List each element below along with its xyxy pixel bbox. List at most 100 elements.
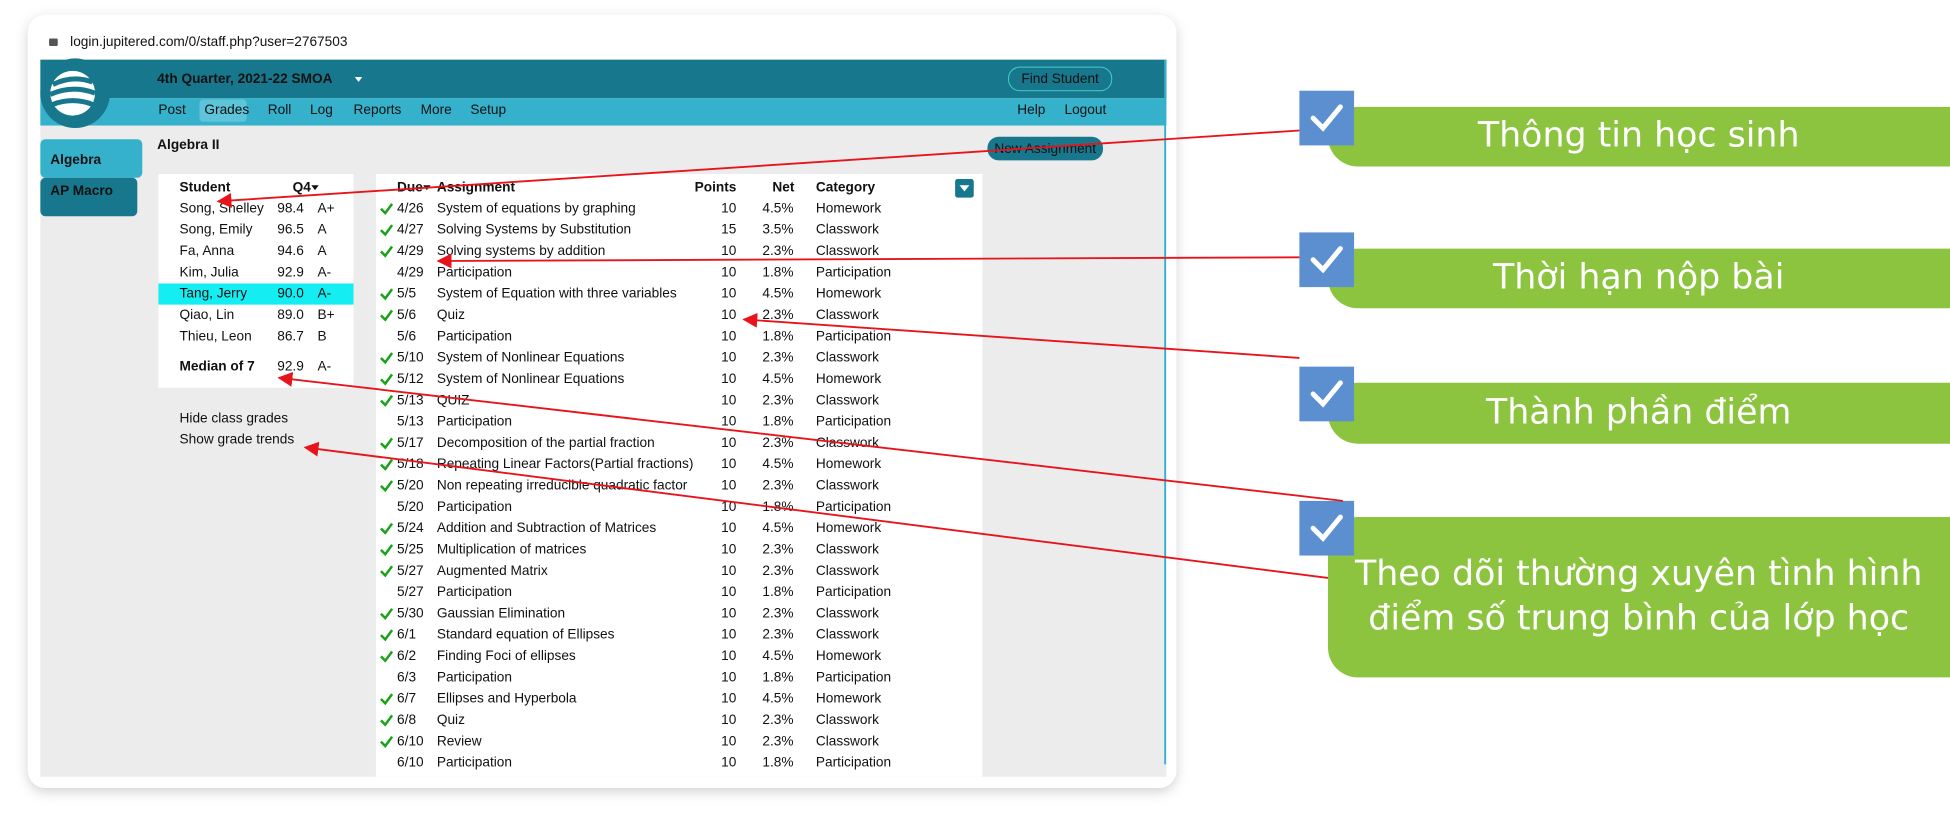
assignment-cell: Classwork xyxy=(816,605,879,620)
assignment-cell[interactable]: Quiz xyxy=(437,307,465,322)
assignment-cell[interactable]: System of equations by graphing xyxy=(437,200,636,215)
assignment-cell: 10 xyxy=(721,371,737,386)
link[interactable]: Hide class grades xyxy=(180,410,289,425)
median-cell: 92.9 xyxy=(277,358,304,373)
assignment-cell: 10 xyxy=(721,328,737,343)
assignment-cell[interactable]: Participation xyxy=(437,584,512,599)
assignment-cell: 5/5 xyxy=(397,286,416,301)
assignment-cell: 10 xyxy=(721,541,737,556)
link[interactable]: Show grade trends xyxy=(180,432,295,447)
check-mark xyxy=(380,608,394,621)
nav-item[interactable]: Log xyxy=(310,102,333,117)
sort-arrow xyxy=(311,185,319,191)
assignment-cell: 10 xyxy=(721,350,737,365)
nav-item[interactable]: Roll xyxy=(268,102,292,117)
assignment-cell[interactable]: Multiplication of matrices xyxy=(437,541,587,556)
assignment-cell: Homework xyxy=(816,200,881,215)
assignment-cell[interactable]: Augmented Matrix xyxy=(437,563,548,578)
assignment-cell: 4.5% xyxy=(762,648,793,663)
assignment-cell[interactable]: Solving Systems by Substitution xyxy=(437,222,631,237)
assignment-cell: 1.8% xyxy=(762,414,793,429)
assignment-cell: Homework xyxy=(816,456,881,471)
nav-item[interactable]: Post xyxy=(158,102,186,117)
callout-text: Theo dõi thường xuyên tình hình xyxy=(1354,554,1923,594)
assignment-cell[interactable]: Quiz xyxy=(437,712,465,727)
assignment-cell: 3.5% xyxy=(762,222,793,237)
student-cell[interactable]: Song, Shelley xyxy=(180,200,264,215)
callout-text: Thời hạn nộp bài xyxy=(1492,257,1784,297)
assignment-cell: 15 xyxy=(721,222,737,237)
arrow xyxy=(277,371,1343,502)
new-assignment-button[interactable] xyxy=(987,136,1104,161)
lock-icon xyxy=(49,38,58,46)
column-header: Category xyxy=(816,179,876,194)
assignment-cell: Homework xyxy=(816,520,881,535)
check-mark xyxy=(380,714,394,727)
column-header[interactable]: Due xyxy=(397,179,423,194)
assignment-cell: Classwork xyxy=(816,733,879,748)
assignment-cell[interactable]: Gaussian Elimination xyxy=(437,605,565,620)
assignment-cell[interactable]: Decomposition of the partial fraction xyxy=(437,435,655,450)
assignment-cell[interactable]: Repeating Linear Factors(Partial fractio… xyxy=(437,456,694,471)
assignment-cell[interactable]: System of Nonlinear Equations xyxy=(437,371,625,386)
find-student-button[interactable] xyxy=(1008,66,1113,92)
checkbox xyxy=(1299,366,1355,422)
nav-item[interactable]: Setup xyxy=(470,102,506,117)
assignment-cell: Participation xyxy=(816,264,891,279)
assignment-cell: 5/13 xyxy=(397,414,424,429)
student-cell[interactable]: Thieu, Leon xyxy=(180,328,252,343)
check-mark xyxy=(380,309,394,322)
logout-link[interactable]: Logout xyxy=(1064,102,1106,117)
assignment-cell[interactable]: System of Nonlinear Equations xyxy=(437,350,625,365)
assignment-cell[interactable]: Participation xyxy=(437,499,512,514)
checkbox-tick xyxy=(1310,104,1343,132)
class-tab[interactable] xyxy=(40,139,143,178)
check-mark xyxy=(380,693,394,706)
help-link[interactable]: Help xyxy=(1017,102,1045,117)
assignment-cell: 4.5% xyxy=(762,200,793,215)
check-mark xyxy=(380,373,394,386)
student-cell: B+ xyxy=(318,307,335,322)
assignment-cell[interactable]: Participation xyxy=(437,755,512,770)
assignment-cell[interactable]: Participation xyxy=(437,264,512,279)
assignment-cell[interactable]: Finding Foci of ellipses xyxy=(437,648,576,663)
assignment-cell: 10 xyxy=(721,627,737,642)
student-cell[interactable]: Tang, Jerry xyxy=(180,286,248,301)
assignment-cell[interactable]: Solving systems by addition xyxy=(437,243,606,258)
assignment-cell: 10 xyxy=(721,414,737,429)
assignment-cell[interactable]: Review xyxy=(437,733,482,748)
nav-item[interactable]: Reports xyxy=(354,102,402,117)
student-cell[interactable]: Qiao, Lin xyxy=(180,307,235,322)
check-mark xyxy=(380,245,394,258)
assignment-cell: 10 xyxy=(721,584,737,599)
assignment-cell[interactable]: Participation xyxy=(437,669,512,684)
assignment-cell: Homework xyxy=(816,371,881,386)
column-header: Student xyxy=(180,179,231,194)
check-mark xyxy=(380,629,394,642)
student-cell[interactable]: Fa, Anna xyxy=(180,243,235,258)
column-header[interactable]: Q4 xyxy=(293,179,312,194)
assignment-cell[interactable]: Participation xyxy=(437,414,512,429)
assignment-cell[interactable]: Ellipses and Hyperbola xyxy=(437,691,577,706)
assignment-cell: 2.3% xyxy=(762,733,793,748)
student-cell[interactable]: Kim, Julia xyxy=(180,264,240,279)
assignment-cell[interactable]: Participation xyxy=(437,328,512,343)
term-selector[interactable]: 4th Quarter, 2021-22 SMOA xyxy=(157,71,332,86)
check-mark xyxy=(380,203,394,216)
url[interactable]: login.jupitered.com/0/staff.php?user=276… xyxy=(70,34,347,49)
assignment-cell[interactable]: System of Equation with three variables xyxy=(437,286,677,301)
assignment-cell[interactable]: Standard equation of Ellipses xyxy=(437,627,615,642)
nav-item[interactable]: Grades xyxy=(204,102,249,117)
nav-item[interactable]: More xyxy=(421,102,452,117)
student-cell[interactable]: Song, Emily xyxy=(180,222,253,237)
assignment-cell[interactable]: Addition and Subtraction of Matrices xyxy=(437,520,657,535)
assignment-cell: 6/7 xyxy=(397,691,416,706)
top-bar xyxy=(40,59,1167,99)
assignment-cell: 10 xyxy=(721,392,737,407)
assignment-cell[interactable]: QUIZ xyxy=(437,392,470,407)
assignment-cell: 2.3% xyxy=(762,243,793,258)
median-cell: A- xyxy=(318,358,332,373)
assignment-cell: 5/27 xyxy=(397,563,424,578)
class-tab[interactable] xyxy=(40,177,138,217)
assignment-cell: 4.5% xyxy=(762,286,793,301)
